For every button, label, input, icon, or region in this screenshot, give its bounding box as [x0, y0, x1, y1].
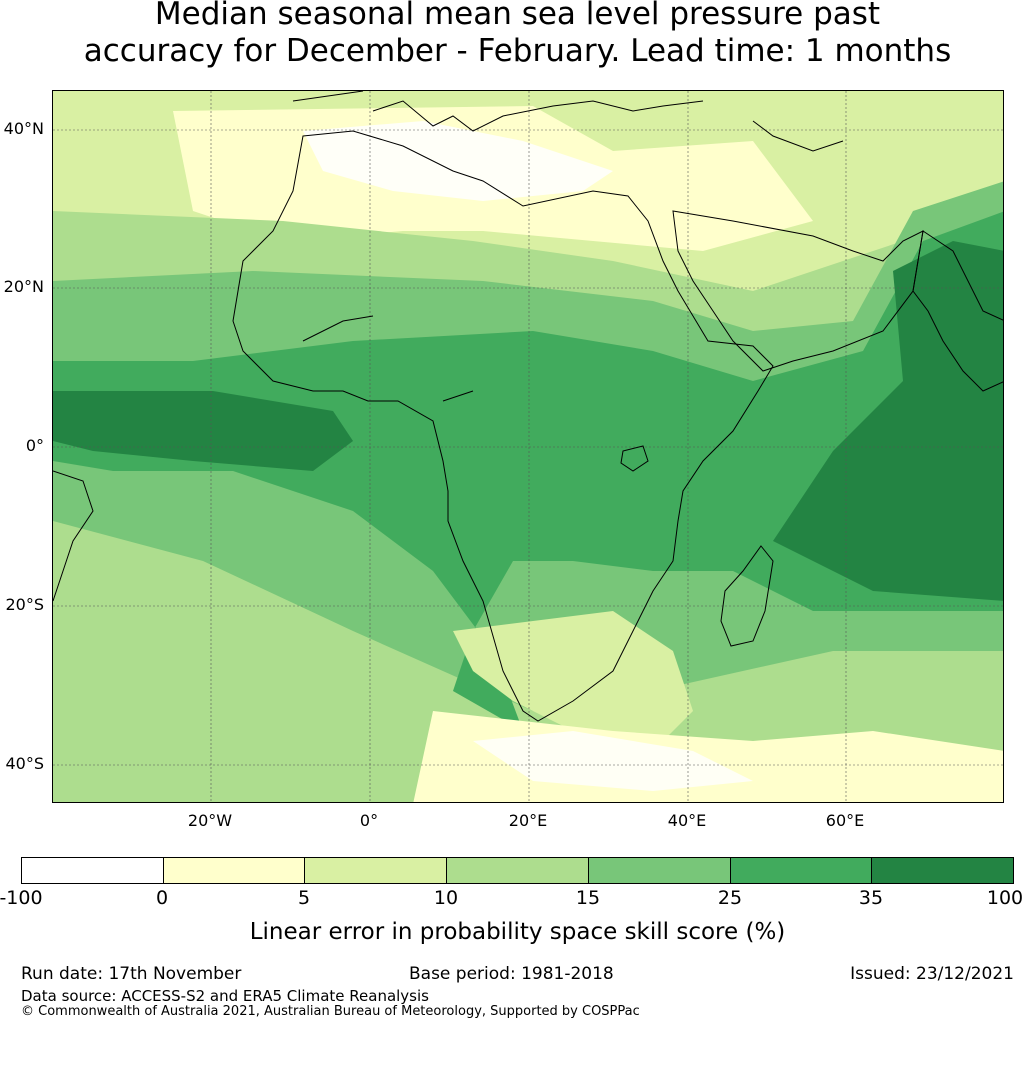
madagascar-coastline [720, 545, 774, 647]
skill-region-south-white [473, 731, 753, 791]
colorbar-label: Linear error in probability space skill … [249, 919, 786, 945]
africa-coastline [232, 130, 774, 722]
run-date: Run date: 17th November [21, 964, 242, 984]
lat-label-40n: 40°N [3, 119, 44, 138]
graticule [53, 91, 1003, 802]
data-source: Data source: ACCESS-S2 and ERA5 Climate … [21, 987, 429, 1005]
map-title: Median seasonal mean sea level pressure … [0, 0, 1035, 70]
colorbar-segment [730, 858, 873, 883]
lon-label-40e: 40°E [667, 811, 707, 830]
colorbar-tick-label: 10 [433, 887, 459, 909]
skill-region-south-low [453, 611, 693, 751]
skill-map [53, 91, 1003, 802]
title-line-2: accuracy for December - February. Lead t… [83, 33, 952, 69]
colorbar-segment [588, 858, 731, 883]
south-america-coastline [53, 470, 94, 602]
colorbar-tick-label: 25 [717, 887, 743, 909]
skill-region-band-25 [53, 211, 1003, 731]
skill-region-band-35-indian [773, 241, 1003, 601]
lon-label-60e: 60°E [825, 811, 865, 830]
lat-label-20n: 20°N [3, 277, 44, 296]
india-coastline [912, 230, 1003, 392]
colorbar-tick-label: 35 [858, 887, 884, 909]
gulf-of-guinea-detail [302, 315, 474, 402]
map-panel[interactable] [52, 90, 1004, 803]
lon-label-20e: 20°E [508, 811, 548, 830]
colorbar-tick-label: 0 [155, 887, 169, 909]
copyright: © Commonwealth of Australia 2021, Austra… [21, 1004, 640, 1019]
arabia-coastline [672, 210, 924, 372]
colorbar-segment [22, 858, 164, 883]
colorbar-tick-label: -100 [0, 887, 43, 909]
colorbar-segment [872, 858, 1014, 883]
lat-label-40s: 40°S [5, 754, 44, 773]
colorbar-tick-label: 100 [986, 887, 1024, 909]
coastlines [53, 91, 1003, 722]
lat-label-20s: 20°S [5, 595, 44, 614]
base-period: Base period: 1981-2018 [409, 964, 614, 984]
skill-region-med-white [303, 121, 613, 201]
colorbar-segment [163, 858, 306, 883]
colorbar-segment [447, 858, 589, 883]
colorbar-tick-label: 15 [575, 887, 601, 909]
skill-region-band-35-atlantic [53, 391, 353, 471]
issued-date: Issued: 23/12/2021 [850, 964, 1014, 984]
lon-label-0: 0° [359, 811, 379, 830]
europe-coastline [292, 91, 844, 152]
colorbar-tick-label: 5 [297, 887, 311, 909]
colorbar [21, 857, 1014, 884]
lake-victoria [620, 445, 649, 472]
colorbar-segment [305, 858, 448, 883]
lat-label-0: 0° [25, 436, 44, 455]
title-line-1: Median seasonal mean sea level pressure … [154, 0, 881, 32]
lon-label-20w: 20°W [187, 811, 233, 830]
